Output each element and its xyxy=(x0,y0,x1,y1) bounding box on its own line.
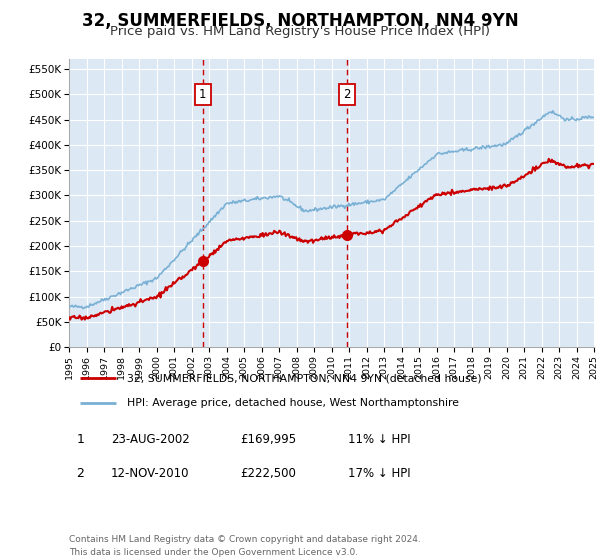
Text: Price paid vs. HM Land Registry's House Price Index (HPI): Price paid vs. HM Land Registry's House … xyxy=(110,25,490,38)
Text: 2: 2 xyxy=(343,88,350,101)
Text: 1: 1 xyxy=(199,88,206,101)
Text: 2: 2 xyxy=(76,466,85,480)
Text: 12-NOV-2010: 12-NOV-2010 xyxy=(111,466,190,480)
Text: £169,995: £169,995 xyxy=(240,433,296,446)
Text: 32, SUMMERFIELDS, NORTHAMPTON, NN4 9YN: 32, SUMMERFIELDS, NORTHAMPTON, NN4 9YN xyxy=(82,12,518,30)
Text: Contains HM Land Registry data © Crown copyright and database right 2024.
This d: Contains HM Land Registry data © Crown c… xyxy=(69,535,421,557)
Text: 23-AUG-2002: 23-AUG-2002 xyxy=(111,433,190,446)
Text: HPI: Average price, detached house, West Northamptonshire: HPI: Average price, detached house, West… xyxy=(127,398,459,408)
Text: 11% ↓ HPI: 11% ↓ HPI xyxy=(348,433,410,446)
Text: 32, SUMMERFIELDS, NORTHAMPTON, NN4 9YN (detached house): 32, SUMMERFIELDS, NORTHAMPTON, NN4 9YN (… xyxy=(127,374,481,384)
Text: £222,500: £222,500 xyxy=(240,466,296,480)
Text: 1: 1 xyxy=(76,433,85,446)
Text: 17% ↓ HPI: 17% ↓ HPI xyxy=(348,466,410,480)
